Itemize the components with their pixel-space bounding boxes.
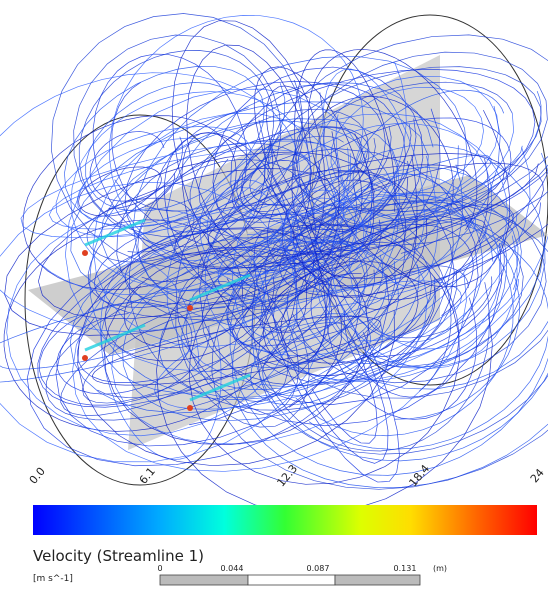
- viewport: 0.06.112.318.424 Velocity (Streamline 1)…: [0, 0, 548, 597]
- scale-label: 0.044: [221, 564, 244, 573]
- color-bar-tick: 0.0: [27, 465, 48, 487]
- color-bar-tick: 18.4: [406, 462, 432, 489]
- nozzle: [187, 405, 193, 411]
- nozzle: [187, 305, 193, 311]
- scale-unit: (m): [433, 564, 447, 573]
- scale-label: 0.131: [394, 564, 417, 573]
- scale-segment: [160, 575, 248, 585]
- legend-unit: [m s^-1]: [33, 574, 73, 584]
- scale-segment: [335, 575, 420, 585]
- nozzle: [82, 355, 88, 361]
- scale-segment: [248, 575, 335, 585]
- scale-bar: 0 0.044 0.087 0.131 (m): [157, 564, 447, 585]
- color-bar: [33, 505, 537, 535]
- scale-label: 0.087: [307, 564, 330, 573]
- legend-title: Velocity (Streamline 1): [33, 547, 204, 565]
- nozzle: [82, 250, 88, 256]
- color-bar-tick: 24: [528, 466, 547, 485]
- scale-label: 0: [157, 564, 162, 573]
- scene: 0.06.112.318.424 Velocity (Streamline 1)…: [0, 0, 548, 597]
